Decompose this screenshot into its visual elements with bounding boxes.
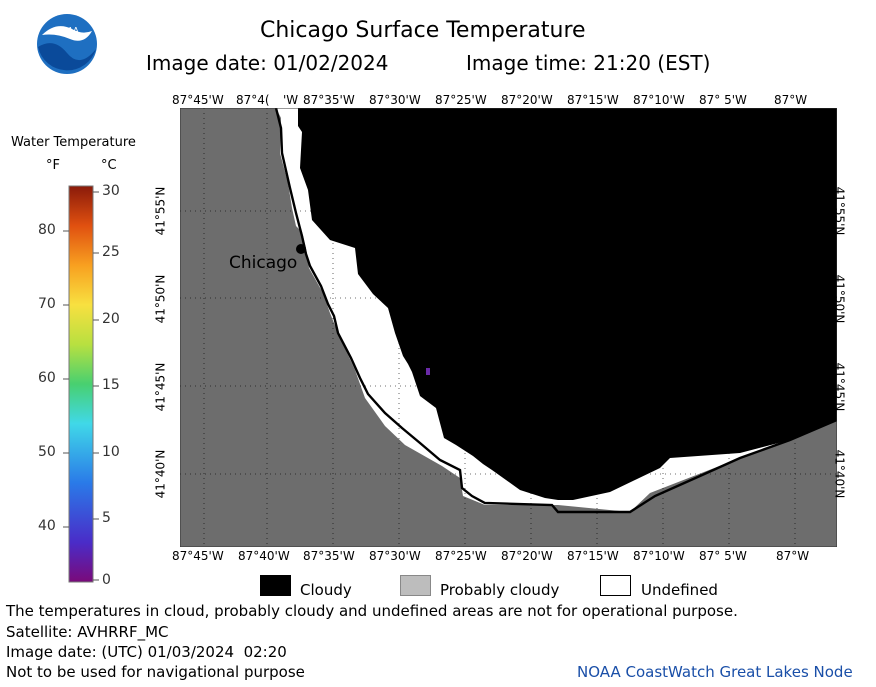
lon-label-top: 87°25'W (435, 93, 487, 107)
graticule (180, 108, 837, 547)
lon-label-bottom: 87°10'W (633, 549, 685, 563)
lon-label-top: 87°W (774, 93, 808, 107)
lat-label-right: 41°55'N (832, 186, 847, 236)
legend-swatch-undefined (600, 575, 631, 596)
cloudy-area (298, 108, 837, 500)
lat-label-left: 41°40'N (153, 449, 168, 499)
lon-label-bottom: 87°30'W (369, 549, 421, 563)
page-title: Chicago Surface Temperature (260, 18, 586, 43)
colorbar-ticks-f (63, 230, 69, 528)
lon-label-top: 87°30'W (369, 93, 421, 107)
noaa-logo: NOAA (36, 13, 98, 75)
colorbar-ticks-c (93, 191, 99, 581)
legend-swatch-probably-cloudy (400, 575, 431, 596)
image-time: Image time: 21:20 (EST) (466, 51, 711, 75)
colorbar-c-tick: 10 (102, 444, 120, 460)
colorbar-c-tick: 20 (102, 311, 120, 327)
colorbar-f-tick: 80 (38, 222, 56, 238)
lon-label-bottom: 87°25'W (435, 549, 487, 563)
lat-label-left: 41°45'N (153, 362, 168, 412)
colorbar-f-tick: 40 (38, 518, 56, 534)
colorbar-f-tick: 70 (38, 296, 56, 312)
colorbar-c-tick: 0 (102, 572, 111, 588)
legend-label-probably-cloudy: Probably cloudy (440, 581, 560, 599)
colorbar-c-tick: 15 (102, 377, 120, 393)
footer-satellite: Satellite: AVHRRF_MC (6, 623, 169, 641)
colorbar (63, 185, 99, 583)
lon-label-top: 87°45'W (172, 93, 224, 107)
lon-label-top: 'W (283, 93, 299, 107)
legend-label-cloudy: Cloudy (300, 581, 352, 599)
lon-label-top: 87°35'W (303, 93, 355, 107)
lon-label-top: 87° 5'W (699, 93, 747, 107)
footer-credit: NOAA CoastWatch Great Lakes Node (577, 663, 853, 681)
lon-label-top: 87°10'W (633, 93, 685, 107)
coastline (274, 108, 837, 514)
map-panel (180, 108, 837, 547)
lat-label-right: 41°45'N (832, 362, 847, 412)
legend-swatch-cloudy (260, 575, 291, 596)
colorbar-f-tick: 60 (38, 370, 56, 386)
lat-label-right: 41°40'N (832, 449, 847, 499)
lon-label-bottom: 87°40'W (238, 549, 290, 563)
lon-label-top: 87°20'W (501, 93, 553, 107)
lon-label-bottom: 87°35'W (303, 549, 355, 563)
logo-text: NOAA (55, 26, 79, 35)
colorbar-c-tick: 30 (102, 183, 120, 199)
legend-label-undefined: Undefined (641, 581, 718, 599)
lon-label-top: 87°15'W (567, 93, 619, 107)
colorbar-c-tick: 5 (102, 510, 111, 526)
colorbar-title: Water Temperature (11, 135, 136, 150)
lon-label-bottom: 87°15'W (567, 549, 619, 563)
temperature-pixel (426, 368, 430, 375)
lon-label-bottom: 87°45'W (172, 549, 224, 563)
lat-label-left: 41°50'N (153, 274, 168, 324)
city-label: Chicago (229, 253, 298, 273)
footer-nav-warning: Not to be used for navigational purpose (6, 663, 305, 681)
chicago-marker (296, 244, 306, 254)
colorbar-unit-f: °F (46, 158, 60, 173)
lon-label-bottom: 87°20'W (501, 549, 553, 563)
lon-label-top: 87°4( (236, 93, 270, 107)
footer-note: The temperatures in cloud, probably clou… (6, 602, 738, 620)
image-date: Image date: 01/02/2024 (146, 51, 389, 75)
lat-label-left: 41°55'N (153, 186, 168, 236)
lon-label-bottom: 87°W (776, 549, 810, 563)
colorbar-c-tick: 25 (102, 244, 120, 260)
colorbar-f-tick: 50 (38, 444, 56, 460)
colorbar-unit-c: °C (101, 158, 117, 173)
lat-label-right: 41°50'N (832, 274, 847, 324)
lon-label-bottom: 87° 5'W (699, 549, 747, 563)
footer-utc-date: Image date: (UTC) 01/03/2024 02:20 (6, 643, 287, 661)
